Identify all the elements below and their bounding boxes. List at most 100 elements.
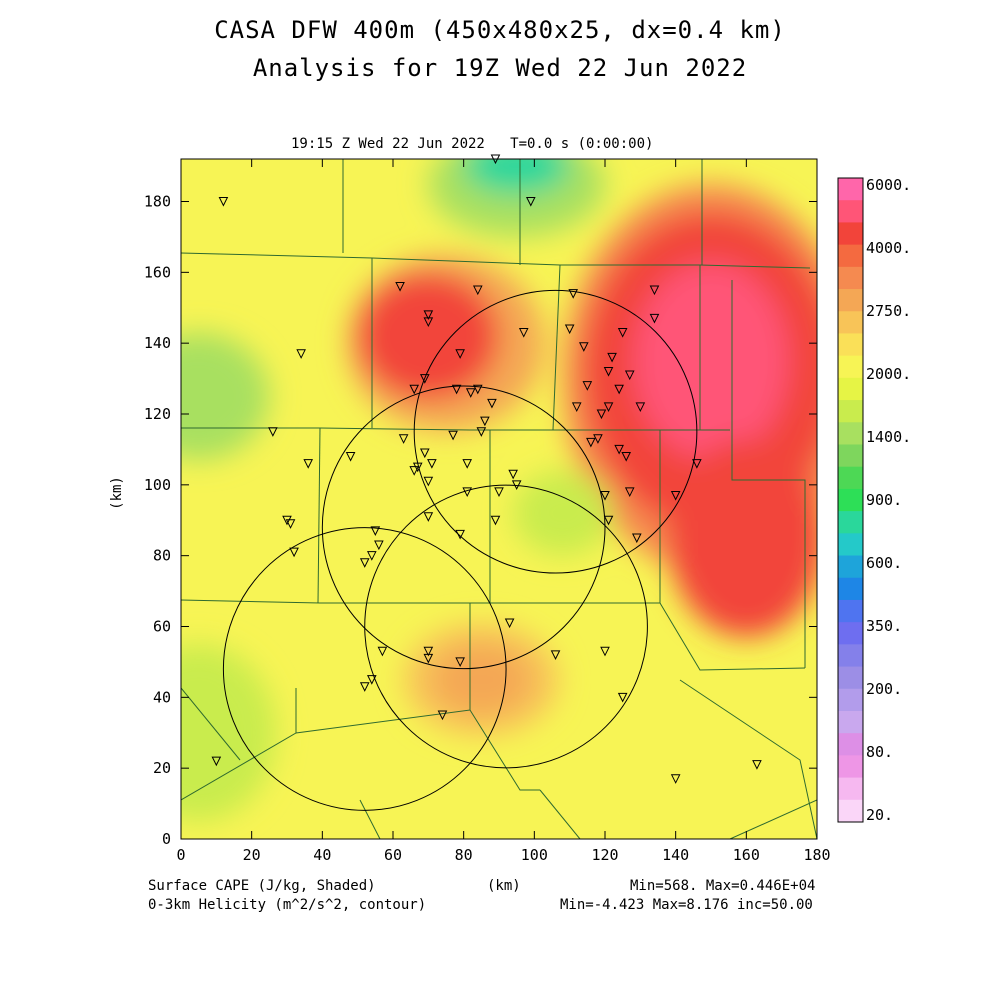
colorbar-label: 350. <box>866 617 902 635</box>
station-marker <box>419 448 430 459</box>
county-line <box>181 599 660 604</box>
station-marker <box>614 444 624 455</box>
y-tick-label: 80 <box>153 547 171 565</box>
colorbar-swatch <box>838 710 863 734</box>
helicity-contours <box>222 289 698 811</box>
station-marker <box>564 324 575 335</box>
station-marker <box>476 427 487 437</box>
station-marker <box>303 459 314 469</box>
x-tick-label: 60 <box>384 846 402 864</box>
station-marker <box>624 487 635 498</box>
colorbar-swatch <box>838 333 863 357</box>
footer-field1: Surface CAPE (J/kg, Shaded) <box>148 878 376 894</box>
y-tick-label: 120 <box>144 405 171 423</box>
x-tick-label: 100 <box>521 846 548 864</box>
station-marker <box>617 692 628 703</box>
station-marker <box>419 374 430 384</box>
y-tick-label: 60 <box>153 618 171 636</box>
station-marker <box>462 487 473 498</box>
colorbar-swatch <box>838 533 863 557</box>
station-marker <box>586 437 596 448</box>
station-marker <box>398 434 409 444</box>
colorbar-label: 2000. <box>866 365 911 383</box>
colorbar-swatch <box>838 599 863 623</box>
plot-frame <box>180 158 818 840</box>
colorbar-swatch <box>838 222 863 246</box>
station-marker <box>614 384 624 395</box>
county-line <box>359 799 381 839</box>
colorbar-label: 80. <box>866 743 893 761</box>
station-marker <box>582 381 593 391</box>
helicity-contour <box>222 527 507 811</box>
station-marker <box>568 289 579 299</box>
x-tick-label: 40 <box>313 846 331 864</box>
helicity-contour <box>413 289 698 574</box>
station-marker <box>455 349 465 359</box>
station-marker <box>437 710 448 721</box>
station-marker <box>423 646 434 657</box>
y-tick-label: 140 <box>144 334 171 352</box>
station-marker <box>455 529 465 540</box>
station-marker <box>218 197 229 207</box>
helicity-contour <box>321 385 606 670</box>
station-marker <box>451 384 462 395</box>
chart-title-line2: Analysis for 19Z Wed 22 Jun 2022 <box>252 54 748 82</box>
station-marker <box>571 402 582 413</box>
chart-title: CASA DFW 400m (450x480x25, dx=0.4 km) <box>214 16 786 44</box>
station-marker <box>345 452 356 462</box>
footer-stats1: Min=568. Max=0.446E+04 <box>630 878 816 894</box>
station-marker <box>600 490 610 501</box>
colorbar-swatch <box>838 688 863 712</box>
station-marker <box>423 653 434 664</box>
cape-blob <box>181 644 277 822</box>
station-marker <box>366 675 377 685</box>
y-axis-label: (km) <box>108 476 125 510</box>
x-tick-label: 180 <box>803 846 830 864</box>
station-marker <box>472 285 483 296</box>
station-marker <box>409 466 420 476</box>
station-marker <box>494 487 504 498</box>
station-marker <box>423 317 434 328</box>
station-marker <box>465 388 476 398</box>
x-tick-label: 20 <box>243 846 261 864</box>
station-marker <box>285 519 296 529</box>
station-marker <box>692 459 702 469</box>
colorbar-label: 200. <box>866 680 902 698</box>
county-line <box>181 687 241 761</box>
station-marker <box>624 370 635 381</box>
colorbar-swatch <box>838 289 863 312</box>
county-line <box>659 602 806 671</box>
station-marker <box>487 398 497 409</box>
station-marker <box>593 434 603 444</box>
x-tick-label: 140 <box>662 846 689 864</box>
colorbar-swatch <box>838 355 863 379</box>
x-tick-label: 80 <box>455 846 473 864</box>
axes: 0 20 40 60 80 100 120 140 160 180 0 20 40 60 80 100 120 1… <box>144 158 831 864</box>
station-marker <box>423 512 434 522</box>
station-marker <box>480 416 490 427</box>
station-marker <box>752 760 762 770</box>
colorbar-swatch <box>838 644 863 668</box>
colorbar-swatch <box>838 422 863 445</box>
y-tick-label: 0 <box>162 830 171 848</box>
colorbar-swatch <box>838 200 863 223</box>
colorbar-swatch <box>838 777 863 801</box>
colorbar-label: 1400. <box>866 428 911 446</box>
station-marker <box>603 515 614 526</box>
colorbar-label: 6000. <box>866 176 911 194</box>
cape-blob <box>357 272 499 400</box>
station-marker <box>607 352 617 363</box>
county-line <box>729 799 817 839</box>
station-marker <box>504 618 515 629</box>
cape-blob <box>431 644 531 715</box>
station-marker <box>359 682 370 692</box>
colorbar-swatch <box>838 799 863 823</box>
station-marker <box>525 197 536 207</box>
cape-blob <box>463 159 570 195</box>
station-marker <box>395 282 405 292</box>
colorbar-swatch <box>838 511 863 534</box>
station-marker <box>423 476 434 487</box>
station-marker <box>490 515 501 526</box>
station-marker <box>670 774 681 784</box>
